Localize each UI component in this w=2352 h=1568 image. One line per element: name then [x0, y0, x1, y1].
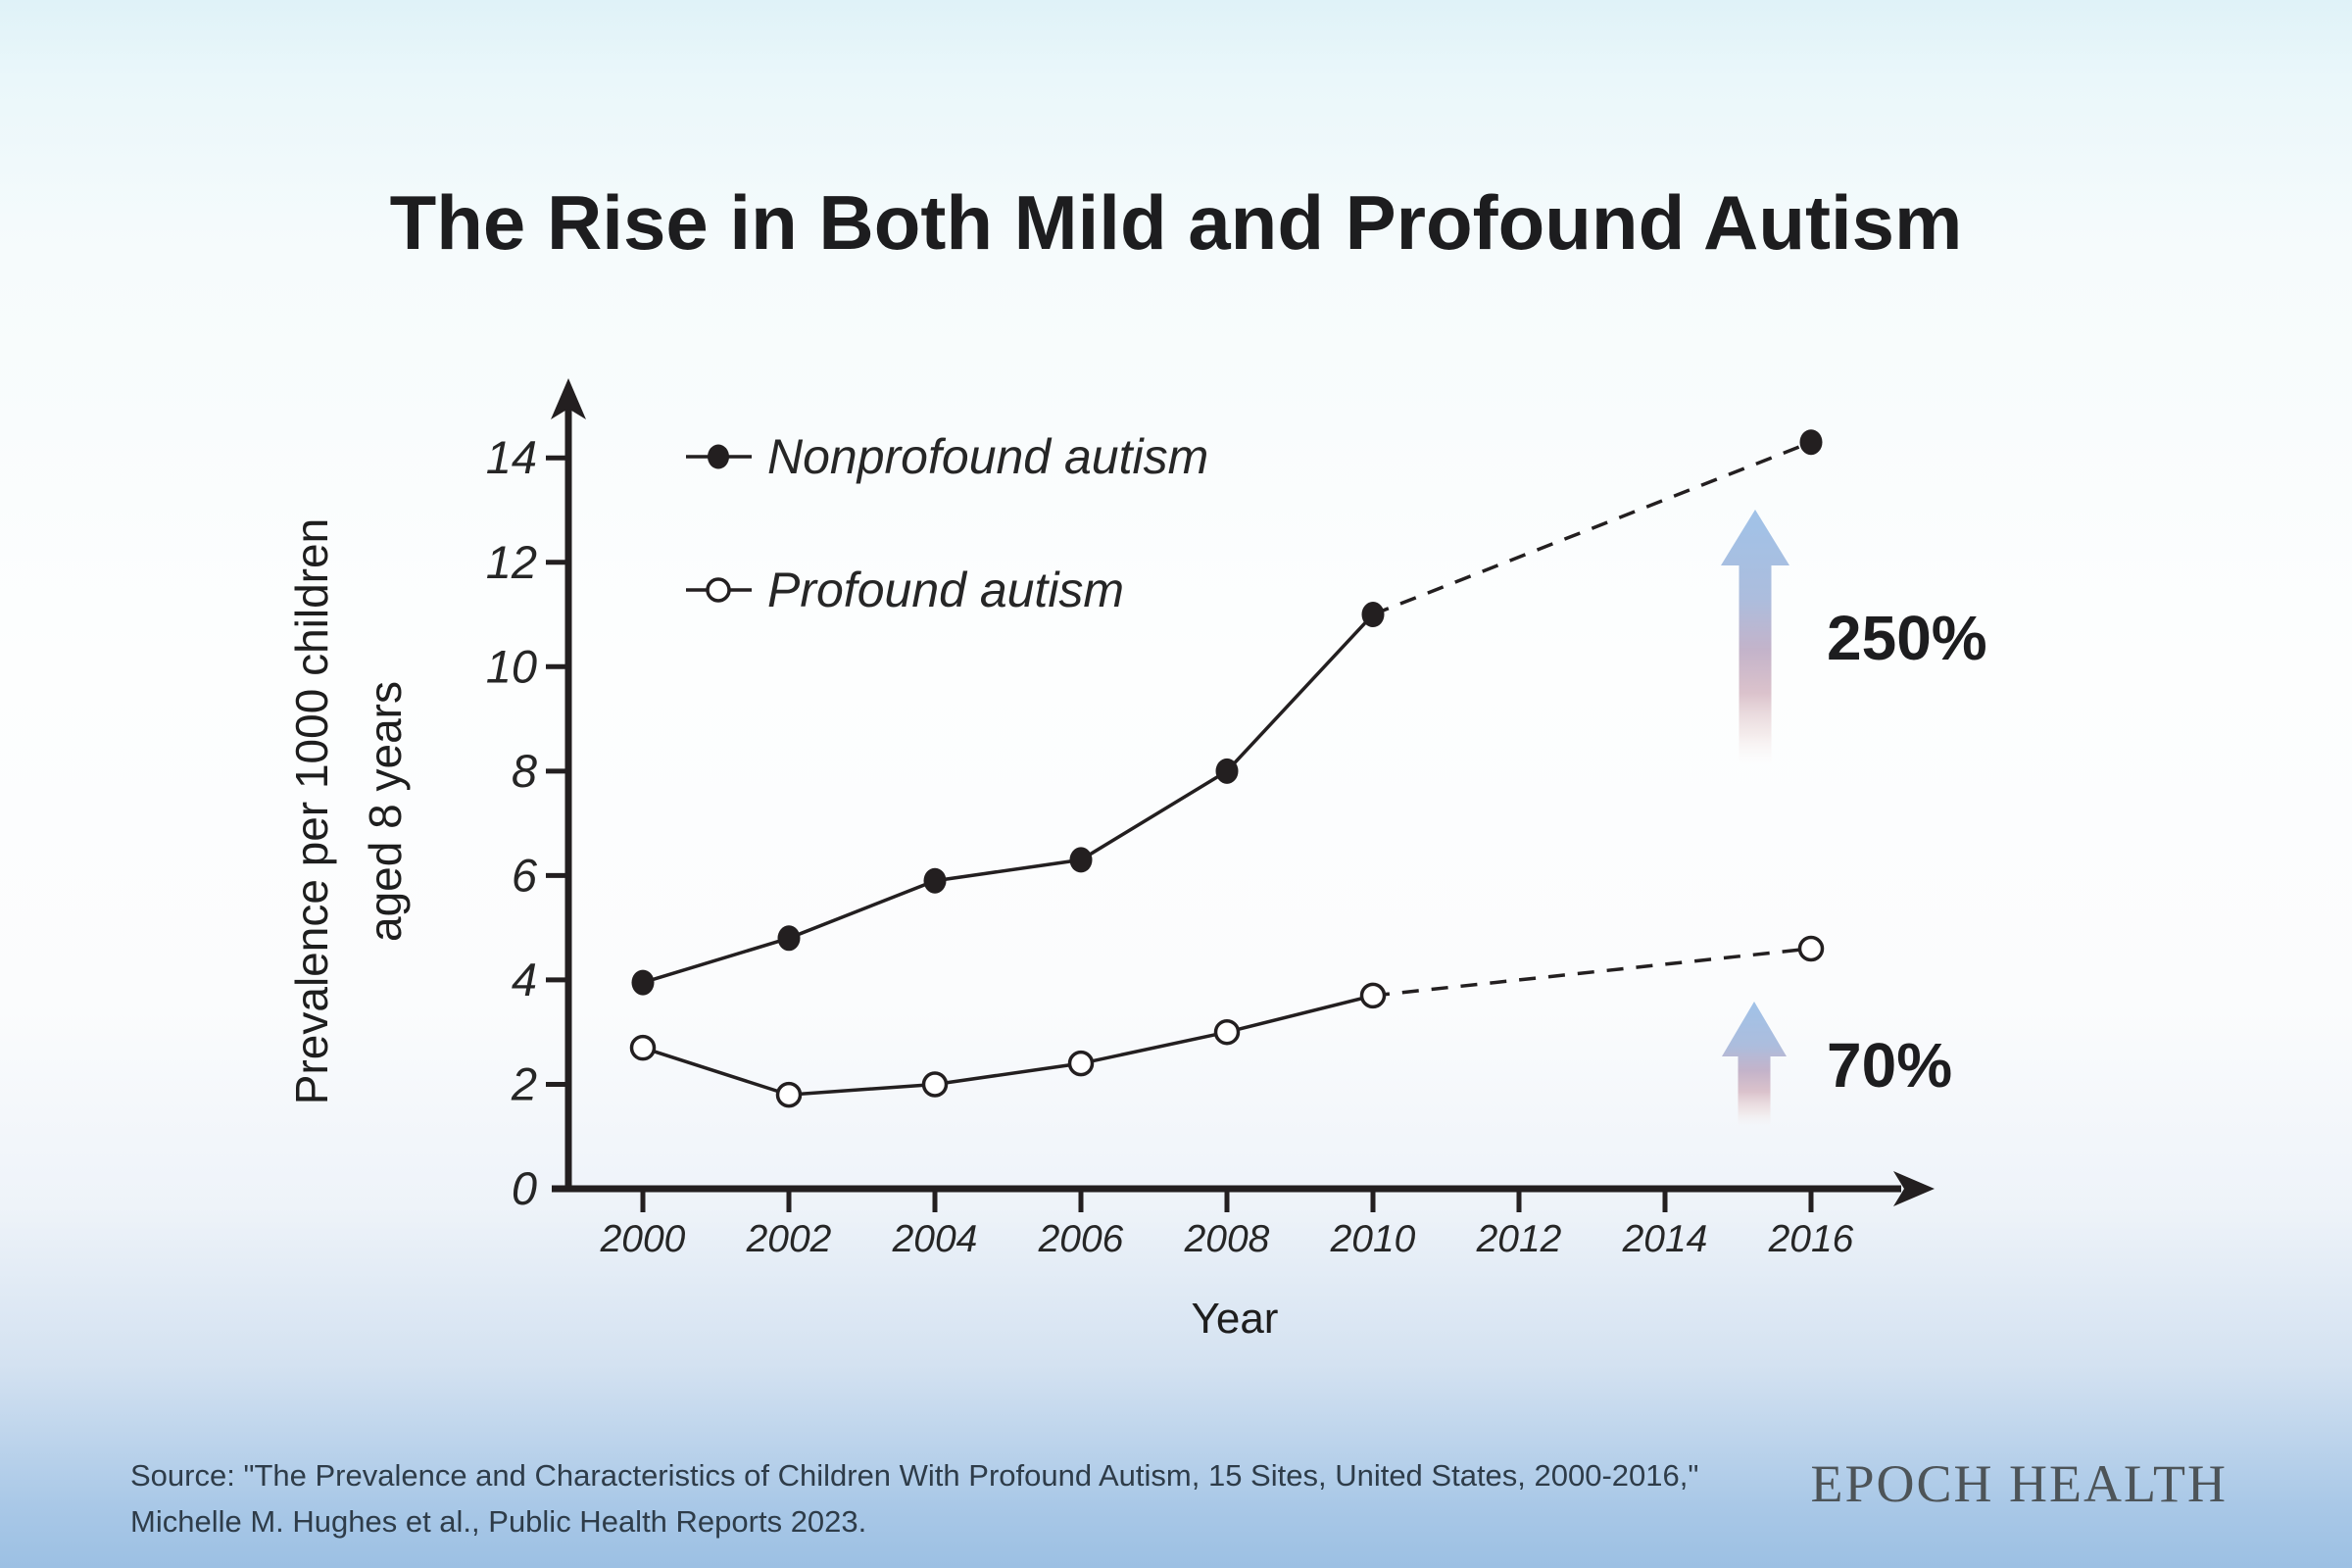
x-tick-label: 2006 [1038, 1218, 1124, 1260]
y-tick-label: 8 [512, 745, 537, 797]
x-tick-label: 2014 [1622, 1218, 1708, 1260]
x-tick-label: 2012 [1476, 1218, 1562, 1260]
data-point-open [775, 1081, 803, 1108]
x-tick-label: 2016 [1768, 1218, 1854, 1260]
data-point-open [629, 1034, 657, 1061]
y-tick-label: 12 [486, 536, 537, 588]
x-tick-label: 2010 [1330, 1218, 1416, 1260]
growth-arrow-icon [1722, 1002, 1787, 1127]
legend-label: Profound autism [767, 563, 1124, 617]
x-axis-arrow-icon [1893, 1171, 1935, 1206]
data-point-open [1797, 935, 1825, 962]
data-point-filled [631, 969, 655, 996]
y-axis-arrow-icon [551, 378, 586, 419]
growth-percent-label: 70% [1827, 1030, 1952, 1101]
legend-open-dot-icon [706, 577, 731, 603]
source-citation: Source: "The Prevalence and Characterist… [130, 1452, 1747, 1544]
y-axis-title-line-2: aged 8 years [360, 681, 411, 942]
series-line-profound [642, 994, 1374, 1097]
growth-percent-label: 250% [1827, 603, 1987, 673]
data-point-filled [1215, 758, 1239, 784]
series-projection-profound [1372, 947, 1812, 998]
epoch-health-logo: EPOCH HEALTH [1810, 1454, 2228, 1513]
growth-arrow-icon [1721, 510, 1789, 764]
data-point-filled [777, 925, 801, 952]
x-tick-label: 2008 [1184, 1218, 1270, 1260]
y-tick-label: 4 [512, 954, 537, 1005]
source-line-2: Michelle M. Hughes et al., Public Health… [130, 1504, 867, 1539]
data-point-open [921, 1071, 949, 1098]
y-tick-label: 0 [512, 1162, 537, 1214]
source-line-1: Source: "The Prevalence and Characterist… [130, 1458, 1699, 1493]
legend-label: Nonprofound autism [767, 429, 1208, 484]
x-tick-label: 2004 [892, 1218, 978, 1260]
y-tick-label: 6 [512, 849, 538, 901]
series-line-nonprofound [642, 612, 1375, 985]
x-tick-label: 2002 [746, 1218, 832, 1260]
y-tick-label: 10 [486, 640, 537, 692]
data-point-open [1067, 1050, 1095, 1077]
data-point-open [1213, 1018, 1241, 1046]
data-point-filled [1069, 847, 1093, 873]
y-axis-title-line-1: Prevalence per 1000 children [286, 518, 337, 1104]
y-tick-label: 2 [511, 1057, 537, 1109]
x-tick-label: 2000 [600, 1218, 686, 1260]
data-point-filled [923, 867, 947, 894]
data-point-filled [1799, 429, 1823, 456]
legend-filled-dot-icon [708, 444, 729, 469]
data-point-open [1359, 982, 1387, 1009]
data-point-filled [1361, 602, 1385, 628]
page-title: The Rise in Both Mild and Profound Autis… [389, 179, 1963, 266]
series-projection-nonprofound [1372, 440, 1812, 616]
y-tick-label: 14 [486, 431, 537, 483]
x-axis-title: Year [1192, 1295, 1279, 1343]
